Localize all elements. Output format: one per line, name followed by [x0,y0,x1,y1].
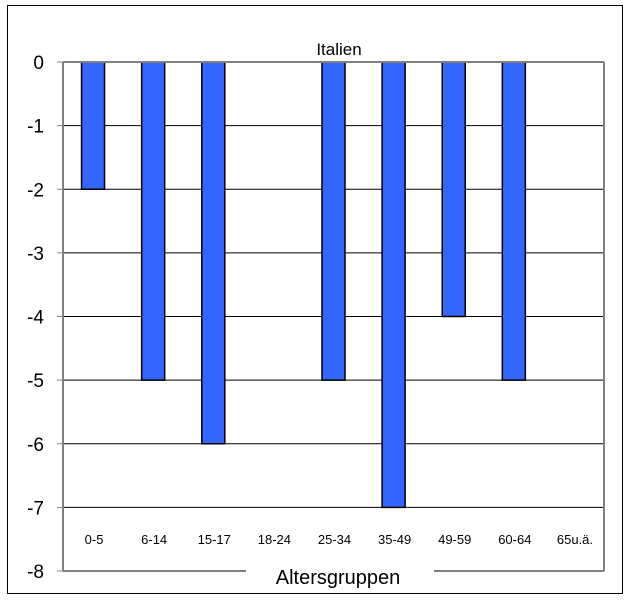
bar [140,61,166,381]
y-tick-label: -1 [27,117,44,138]
x-tick-label: 25-34 [318,532,351,547]
y-tick-labels: 0 -1 -2 -3 -4 -5 -6 -7 -8 [27,53,44,583]
x-tick-label: 0-5 [85,532,104,547]
y-tick-label: 0 [33,53,44,74]
x-tick-label: 49-59 [438,532,471,547]
x-axis-label-background [246,563,434,591]
bar [381,61,406,509]
x-tick-label: 6-14 [141,532,167,547]
x-tick-label: 60-64 [498,532,531,547]
x-tick-label: 18-24 [258,532,291,547]
y-tick-label: -2 [27,180,44,201]
bar [441,61,466,318]
bar [321,61,346,381]
x-tick-label: 65u.ä. [557,532,593,547]
chart-title: Italien [316,40,361,59]
y-tick-label: -6 [27,435,44,456]
y-tick-label: -4 [27,308,44,329]
bar [80,61,106,190]
y-tick-label: -5 [27,371,44,392]
x-tick-labels: 0-5 6-14 15-17 18-24 25-34 35-49 49-59 60-64 65u… [85,532,593,547]
bar [501,61,527,381]
x-axis-label: Altersgruppen [276,567,401,589]
y-tick-label: -3 [27,244,44,265]
y-tick-label: -7 [27,498,44,519]
x-tick-label: 35-49 [378,532,411,547]
y-tick-label: -8 [27,562,44,583]
bar [201,61,226,445]
x-tick-label: 15-17 [198,532,231,547]
